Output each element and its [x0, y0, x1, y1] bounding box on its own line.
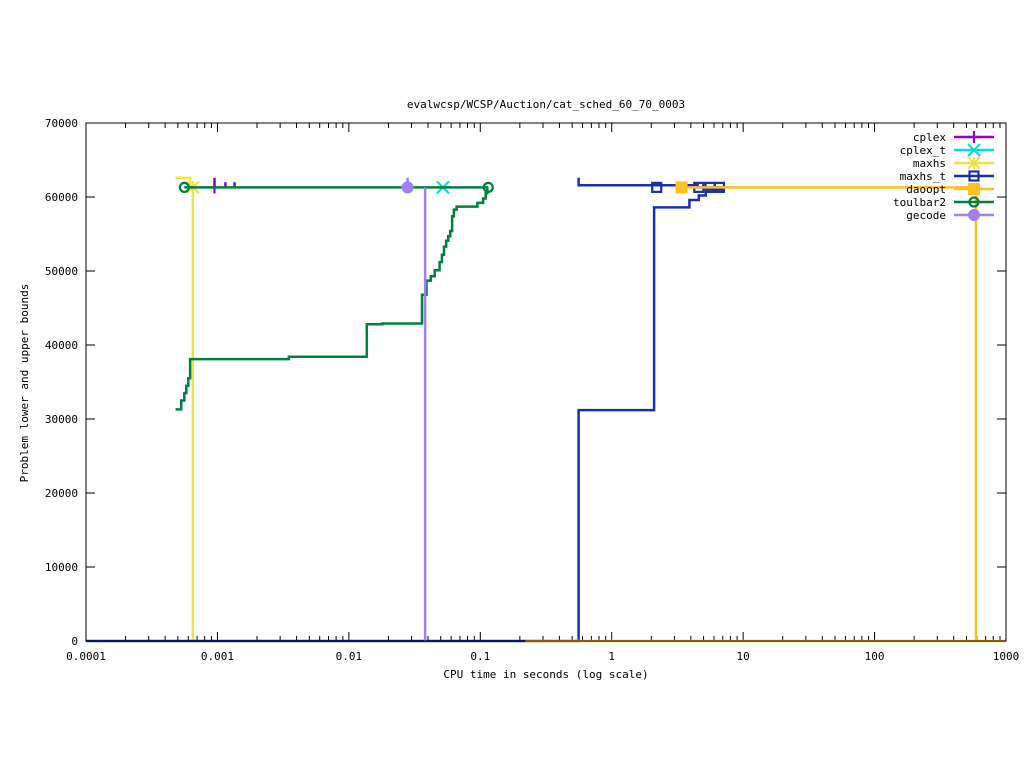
x-tick-label: 10: [737, 650, 750, 663]
data-point-daoopt: [675, 181, 688, 194]
series-line-maxhs-t: [577, 187, 725, 641]
x-tick-label: 0.0001: [66, 650, 106, 663]
y-tick-label: 10000: [45, 561, 78, 574]
plot-series: [86, 176, 1006, 643]
data-point-maxhs-t: [651, 181, 663, 193]
x-tick-label: 0.01: [336, 650, 363, 663]
x-tick-label: 1000: [993, 650, 1020, 663]
plot-frame: [85, 122, 1007, 642]
legend-label: gecode: [906, 209, 946, 222]
series-line-toulbar2: [175, 187, 489, 411]
x-axis-label: CPU time in seconds (log scale): [443, 668, 648, 681]
legend-marker: [967, 143, 981, 157]
legend: cplexcplex_tmaxhsmaxhs_tdaoopttoulbar2ge…: [893, 131, 994, 222]
y-tick-label: 50000: [45, 265, 78, 278]
legend-item-cplex: cplex: [913, 131, 994, 144]
legend-item-daoopt: daoopt: [906, 183, 994, 196]
legend-marker: [968, 196, 980, 208]
data-point-gecode: [401, 181, 414, 194]
series-toulbar2: [175, 181, 494, 411]
x-tick-label: 1: [608, 650, 615, 663]
x-tick-label: 0.001: [201, 650, 234, 663]
series-gecode: [401, 177, 427, 641]
legend-item-toulbar2: toulbar2: [893, 196, 994, 209]
axis-ticks: 0.0001 0.001 0.01 0.1 1 10 100 1000010000200003…: [45, 117, 1019, 663]
legend-item-maxhs: maxhs: [913, 156, 994, 170]
y-tick-label: 60000: [45, 191, 78, 204]
y-tick-label: 0: [71, 635, 78, 648]
chart-title: evalwcsp/WCSP/Auction/cat_sched_60_70_00…: [407, 98, 685, 111]
legend-item-cplex-t: cplex_t: [900, 143, 994, 157]
y-tick-label: 70000: [45, 117, 78, 130]
legend-item-maxhs-t: maxhs_t: [900, 170, 994, 183]
data-point-toulbar2: [178, 181, 190, 193]
legend-marker: [968, 183, 980, 195]
y-tick-label: 40000: [45, 339, 78, 352]
y-axis-label: Problem lower and upper bounds: [18, 284, 31, 483]
series-cplex: [208, 177, 236, 194]
legend-label: cplex_t: [900, 144, 946, 157]
legend-label: maxhs_t: [900, 170, 946, 183]
legend-item-gecode: gecode: [906, 209, 994, 222]
legend-label: cplex: [913, 131, 946, 144]
legend-marker: [967, 156, 981, 170]
legend-label: daoopt: [906, 183, 946, 196]
y-tick-label: 30000: [45, 413, 78, 426]
legend-label: maxhs: [913, 157, 946, 170]
data-point-toulbar2: [482, 181, 494, 193]
legend-marker: [968, 209, 980, 221]
x-tick-label: 0.1: [470, 650, 490, 663]
y-tick-label: 20000: [45, 487, 78, 500]
x-tick-label: 100: [865, 650, 885, 663]
legend-marker: [968, 131, 980, 143]
legend-label: toulbar2: [893, 196, 946, 209]
legend-marker: [968, 170, 980, 182]
